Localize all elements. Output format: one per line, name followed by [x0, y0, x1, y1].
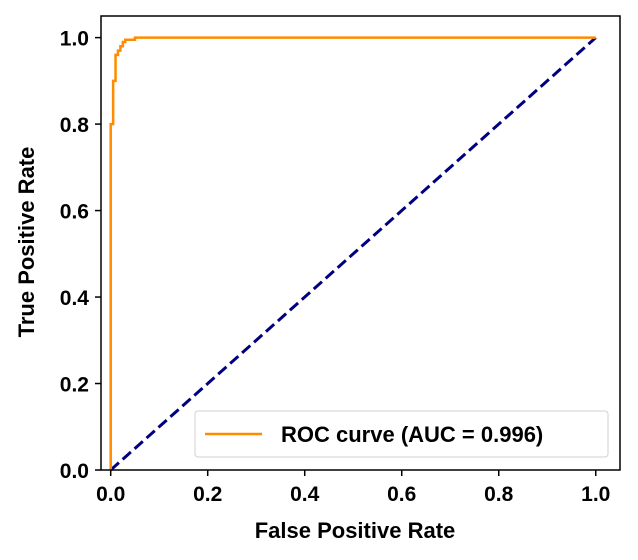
- y-tick-label: 1.0: [60, 28, 89, 51]
- axes-frame: [100, 15, 621, 471]
- y-tick-label: 0.4: [60, 287, 90, 310]
- x-tick-label: 0.0: [96, 483, 125, 506]
- roc-curve-line: [109, 36, 596, 470]
- x-tick-label: 1.0: [581, 483, 610, 506]
- y-axis-label: True Positive Rate: [14, 147, 39, 338]
- x-tick-label: 0.4: [290, 483, 320, 506]
- ticks: 0.0 0.2 0.4 0.6 0.8 1.0 0.0 0.2 0.4 0.6 0.8 1.0: [60, 28, 611, 506]
- x-tick-label: 0.6: [387, 483, 416, 506]
- y-tick-label: 0.6: [60, 201, 89, 224]
- y-tick-label: 0.0: [60, 460, 89, 483]
- y-tick-label: 0.8: [60, 114, 90, 137]
- plot-lines: [109, 36, 597, 472]
- x-tick-label: 0.8: [484, 483, 514, 506]
- chance-diagonal-line: [109, 36, 597, 472]
- legend-label-roc: ROC curve (AUC = 0.996): [281, 422, 543, 447]
- x-tick-label: 0.2: [193, 483, 222, 506]
- legend-box: [194, 410, 609, 458]
- x-axis-label: False Positive Rate: [255, 518, 456, 543]
- legend: ROC curve (AUC = 0.996): [194, 410, 609, 458]
- y-tick-label: 0.2: [60, 374, 89, 397]
